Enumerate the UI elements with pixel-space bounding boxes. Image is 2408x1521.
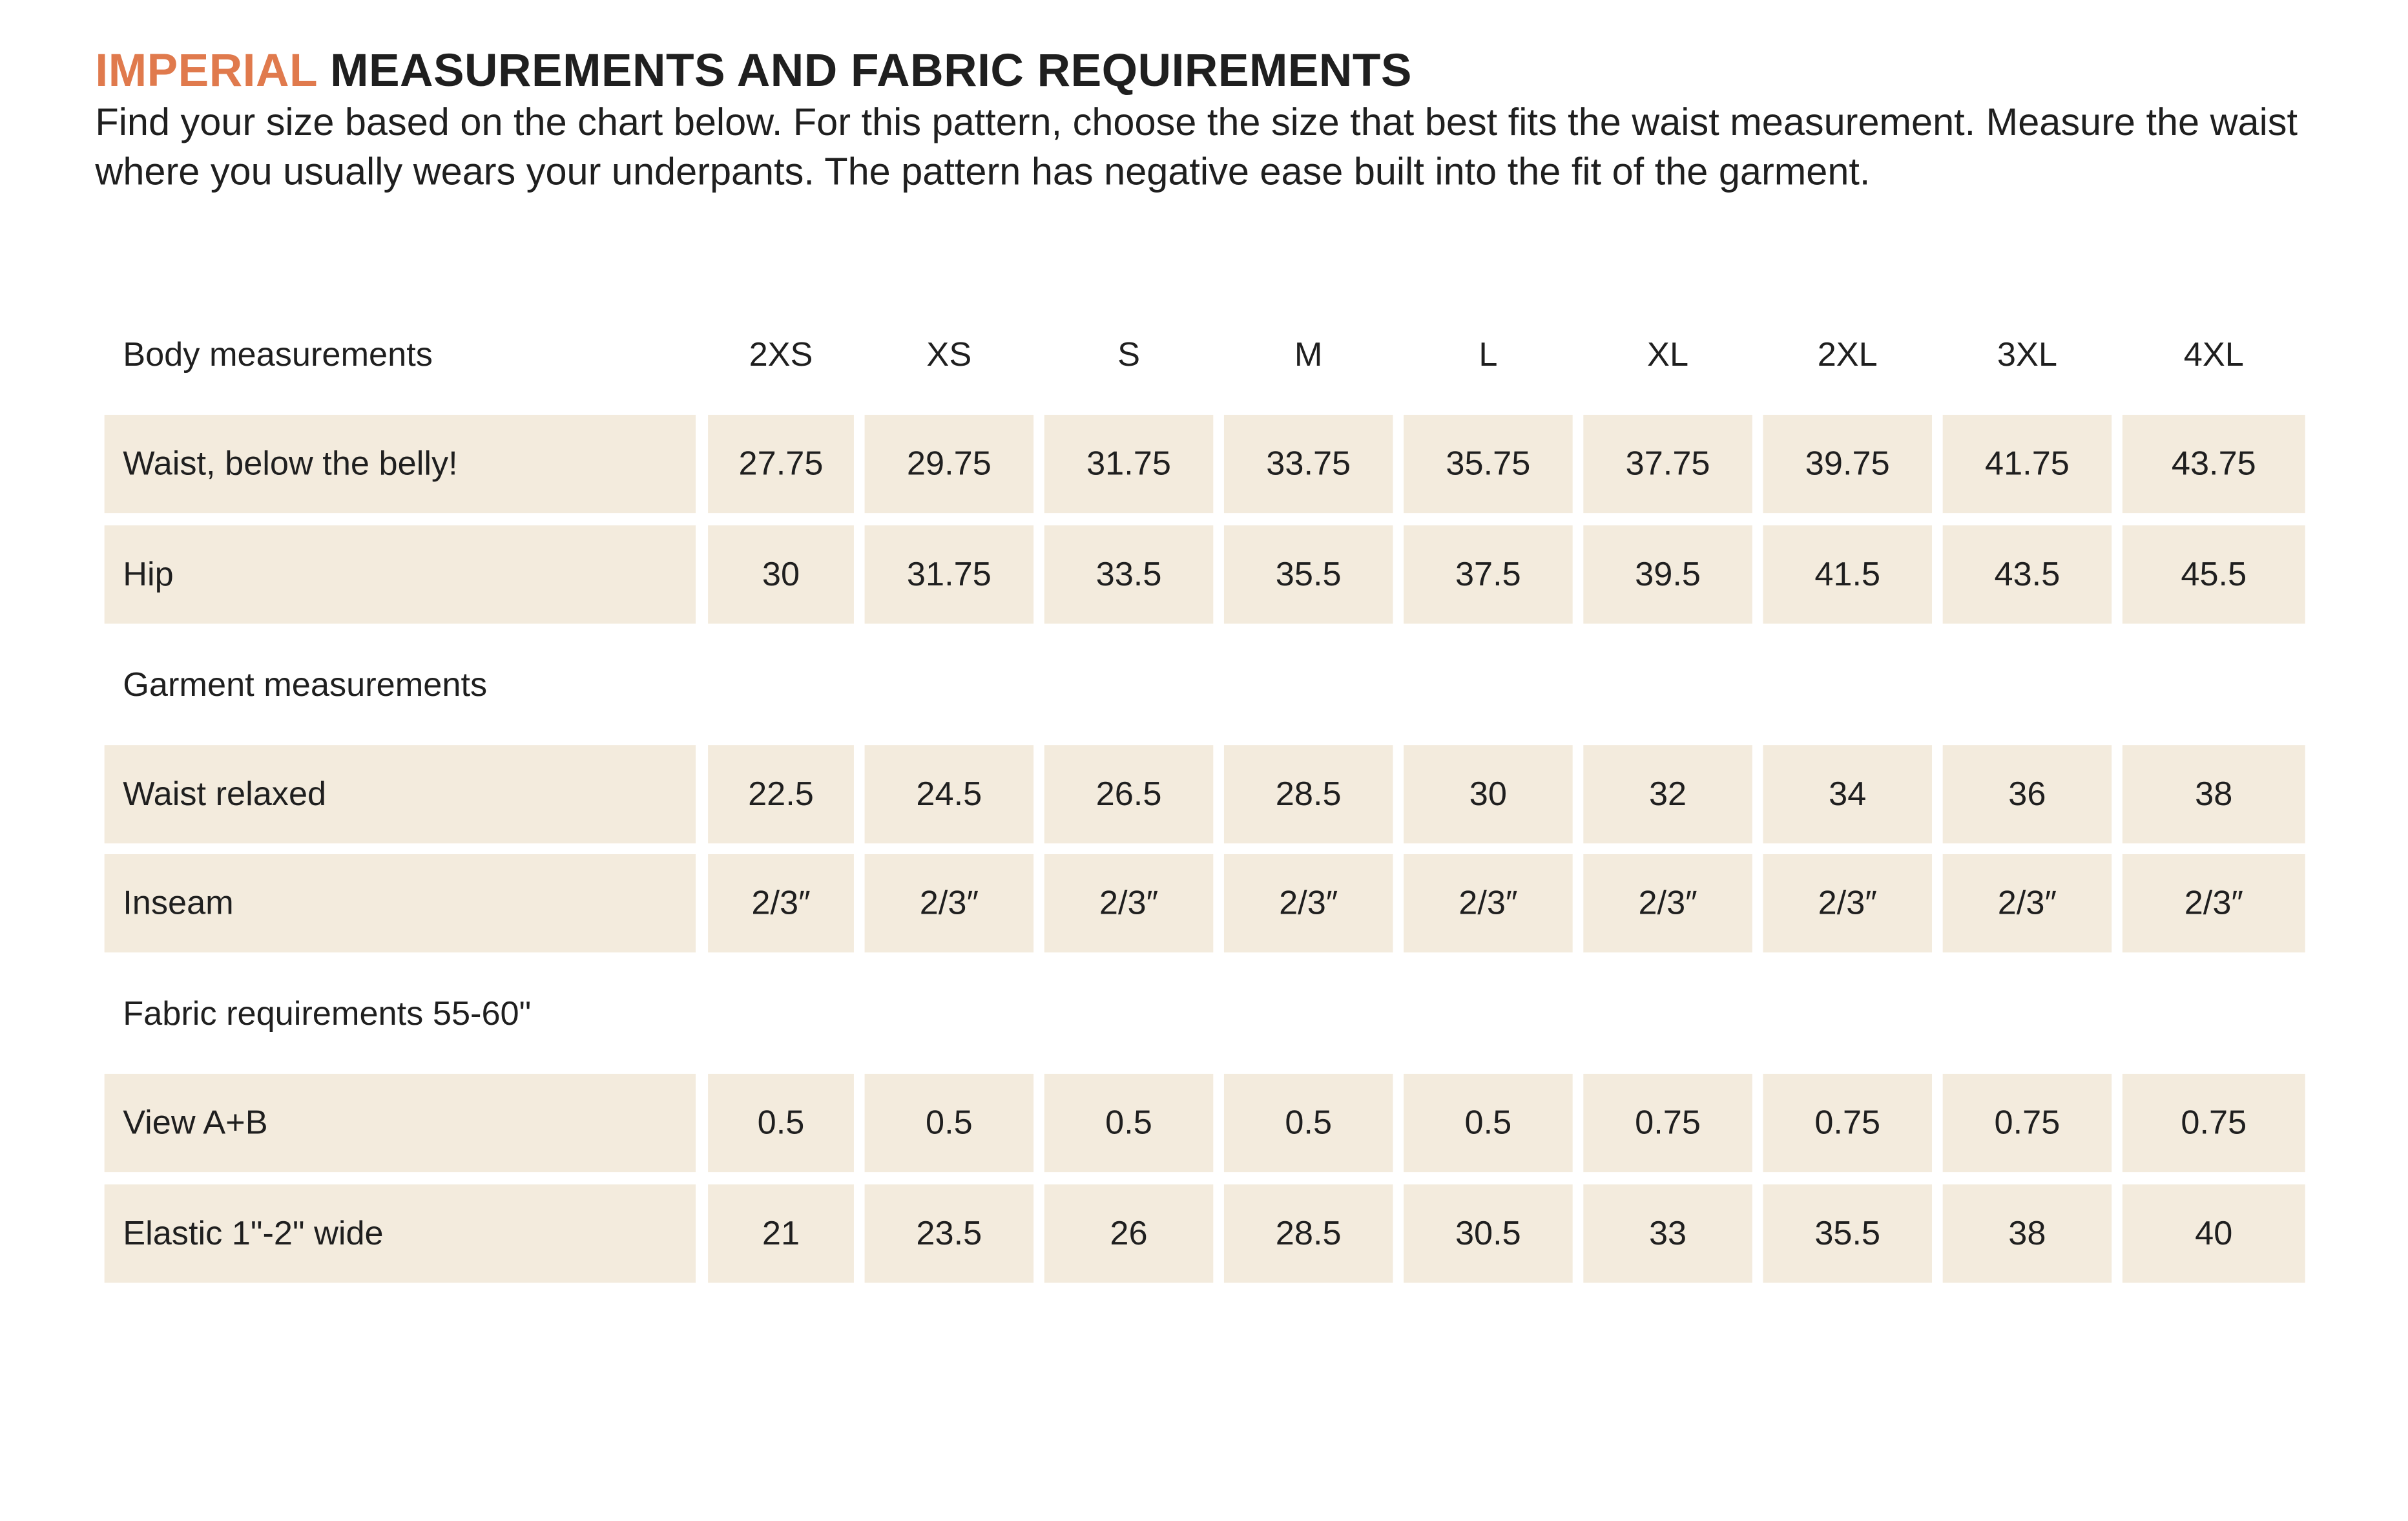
value-cell: 2/3″ <box>708 854 854 953</box>
value-cell: 37.75 <box>1583 414 1752 514</box>
value-cell: 36 <box>1942 744 2112 843</box>
section-title: Fabric requirements 55-60" <box>123 994 532 1033</box>
size-header: 2XS <box>749 335 813 373</box>
value-cell: 30 <box>708 524 854 624</box>
size-header: L <box>1479 335 1498 373</box>
value-cell: 0.5 <box>864 1073 1034 1173</box>
value-cell: 43.75 <box>2122 414 2305 514</box>
row-label: Hip <box>104 524 696 624</box>
row-label: Waist relaxed <box>104 744 696 843</box>
section-title: Garment measurements <box>123 664 488 703</box>
value-cell: 40 <box>2122 1183 2305 1283</box>
value-cell: 33.5 <box>1044 524 1214 624</box>
value-cell: 2/3″ <box>1942 854 2112 953</box>
value-cell: 33 <box>1583 1183 1752 1283</box>
description: Find your size based on the chart below.… <box>95 101 2298 194</box>
size-header: M <box>1294 335 1323 373</box>
value-cell: 0.75 <box>1942 1073 2112 1173</box>
row-label: Elastic 1"-2" wide <box>104 1183 696 1283</box>
size-header: 4XL <box>2183 335 2244 373</box>
title-text: MEASUREMENTS AND FABRIC REQUIREMENTS <box>330 46 1412 97</box>
value-cell: 27.75 <box>708 414 854 514</box>
value-cell: 24.5 <box>864 744 1034 843</box>
size-header: 2XL <box>1817 335 1878 373</box>
value-cell: 31.75 <box>1044 414 1214 514</box>
value-cell: 26.5 <box>1044 744 1214 843</box>
row-label: Waist, below the belly! <box>104 414 696 514</box>
value-cell: 0.5 <box>1223 1073 1393 1173</box>
value-cell: 21 <box>708 1183 854 1283</box>
size-header: S <box>1117 335 1140 373</box>
value-cell: 30.5 <box>1404 1183 1573 1283</box>
value-cell: 0.75 <box>1583 1073 1752 1173</box>
title-accent: IMPERIAL <box>95 46 317 97</box>
section-title: Body measurements <box>123 335 433 373</box>
value-cell: 0.75 <box>2122 1073 2305 1173</box>
value-cell: 2/3″ <box>1404 854 1573 953</box>
value-cell: 29.75 <box>864 414 1034 514</box>
title: IMPERIAL MEASUREMENTS AND FABRIC REQUIRE… <box>95 46 1412 98</box>
value-cell: 0.5 <box>1044 1073 1214 1173</box>
value-cell: 41.5 <box>1763 524 1933 624</box>
size-header: XS <box>926 335 972 373</box>
size-header: 3XL <box>1997 335 2057 373</box>
value-cell: 39.75 <box>1763 414 1933 514</box>
size-header: XL <box>1647 335 1689 373</box>
value-cell: 0.5 <box>1404 1073 1573 1173</box>
value-cell: 22.5 <box>708 744 854 843</box>
row-label: View A+B <box>104 1073 696 1173</box>
value-cell: 0.5 <box>708 1073 854 1173</box>
value-cell: 34 <box>1763 744 1933 843</box>
value-cell: 38 <box>1942 1183 2112 1283</box>
value-cell: 43.5 <box>1942 524 2112 624</box>
value-cell: 28.5 <box>1223 1183 1393 1283</box>
value-cell: 23.5 <box>864 1183 1034 1283</box>
value-cell: 32 <box>1583 744 1752 843</box>
value-cell: 35.75 <box>1404 414 1573 514</box>
value-cell: 31.75 <box>864 524 1034 624</box>
value-cell: 39.5 <box>1583 524 1752 624</box>
value-cell: 35.5 <box>1763 1183 1933 1283</box>
value-cell: 28.5 <box>1223 744 1393 843</box>
value-cell: 38 <box>2122 744 2305 843</box>
value-cell: 30 <box>1404 744 1573 843</box>
value-cell: 2/3″ <box>1583 854 1752 953</box>
value-cell: 26 <box>1044 1183 1214 1283</box>
value-cell: 37.5 <box>1404 524 1573 624</box>
row-label: Inseam <box>104 854 696 953</box>
value-cell: 2/3″ <box>1044 854 1214 953</box>
value-cell: 2/3″ <box>2122 854 2305 953</box>
value-cell: 0.75 <box>1763 1073 1933 1173</box>
value-cell: 35.5 <box>1223 524 1393 624</box>
value-cell: 45.5 <box>2122 524 2305 624</box>
value-cell: 2/3″ <box>1223 854 1393 953</box>
value-cell: 41.75 <box>1942 414 2112 514</box>
value-cell: 2/3″ <box>1763 854 1933 953</box>
value-cell: 2/3″ <box>864 854 1034 953</box>
value-cell: 33.75 <box>1223 414 1393 514</box>
